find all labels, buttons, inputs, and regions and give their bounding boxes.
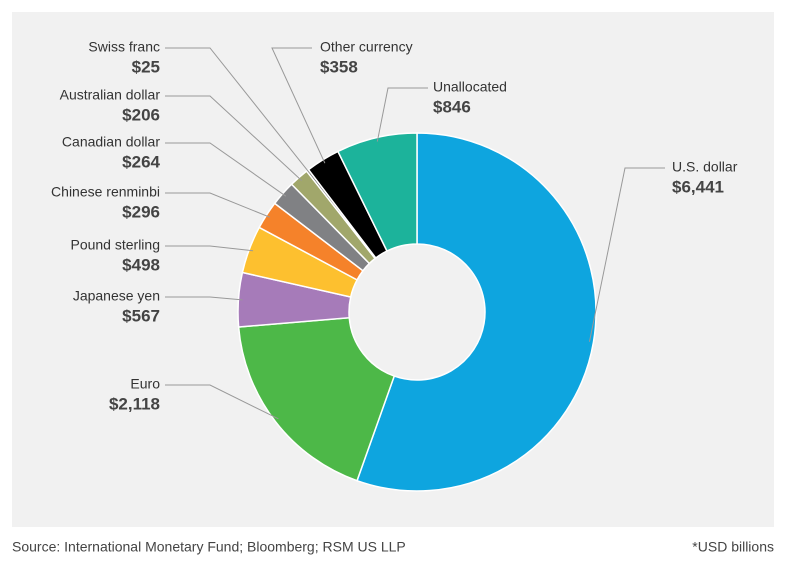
slice-label: Other currency xyxy=(320,39,413,55)
slice-label: Chinese renminbi xyxy=(51,184,160,200)
value-label: $498 xyxy=(122,255,160,274)
leader-line xyxy=(165,95,302,181)
value-label: $567 xyxy=(122,306,160,325)
leader-line xyxy=(588,167,665,342)
leader-line xyxy=(165,296,243,301)
value-label: $2,118 xyxy=(109,394,160,413)
slice-label: U.S. dollar xyxy=(672,159,738,175)
slice-label: Unallocated xyxy=(433,79,507,95)
slice-label: Pound sterling xyxy=(70,237,160,253)
slice xyxy=(356,132,597,492)
slice xyxy=(237,316,396,482)
value-label: $206 xyxy=(122,105,160,124)
value-label: $296 xyxy=(122,202,160,221)
value-label: $358 xyxy=(320,57,358,76)
leader-line xyxy=(376,87,428,142)
value-label: $846 xyxy=(433,97,471,116)
leader-line xyxy=(165,142,287,197)
value-label: $264 xyxy=(122,152,160,171)
slice-label: Australian dollar xyxy=(60,87,161,103)
slice-label: Japanese yen xyxy=(73,288,160,304)
value-label: $25 xyxy=(132,57,160,76)
slice-label: Canadian dollar xyxy=(62,134,160,150)
leader-line xyxy=(165,192,271,218)
slice xyxy=(336,132,418,252)
slice-label: Euro xyxy=(130,376,160,392)
source: Source: International Monetary Fund; Blo… xyxy=(12,539,406,555)
leader-line xyxy=(165,47,311,174)
leader-line xyxy=(165,384,279,420)
leader-line xyxy=(271,47,326,164)
value-label: $6,441 xyxy=(672,177,724,196)
leader-line xyxy=(165,245,254,252)
note: *USD billions xyxy=(692,539,774,555)
slice-label: Swiss franc xyxy=(88,39,160,55)
